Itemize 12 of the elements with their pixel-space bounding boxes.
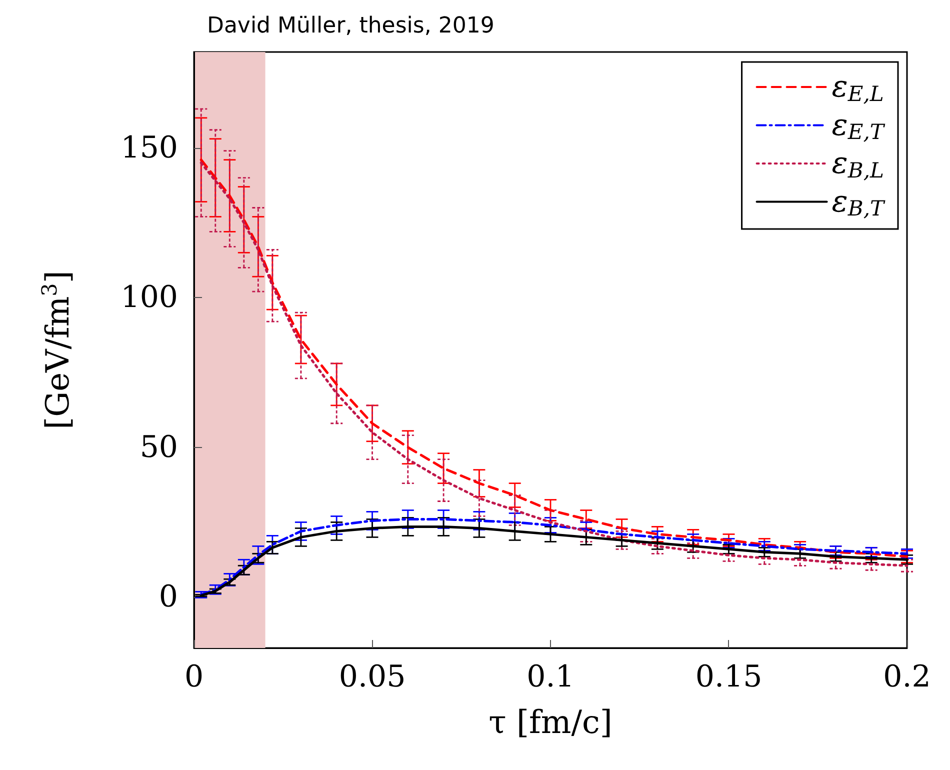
y-tick-label: 0 [158,580,178,615]
y-tick-label: 50 [140,430,178,465]
x-axis-title: τ [fm/c] [488,703,612,741]
x-tick-label: 0.15 [695,660,762,694]
x-tick-label: 0.05 [338,660,406,694]
x-tick-label: 0.1 [526,660,574,694]
y-axis-title: [GeV/fm3] [38,270,76,430]
y-tick-label: 100 [120,280,178,316]
y-tick-label: 150 [120,130,178,166]
x-tick-label: 0 [184,660,204,694]
chart-title: David Müller, thesis, 2019 [207,14,494,38]
x-tick-label: 0.2 [883,660,931,694]
